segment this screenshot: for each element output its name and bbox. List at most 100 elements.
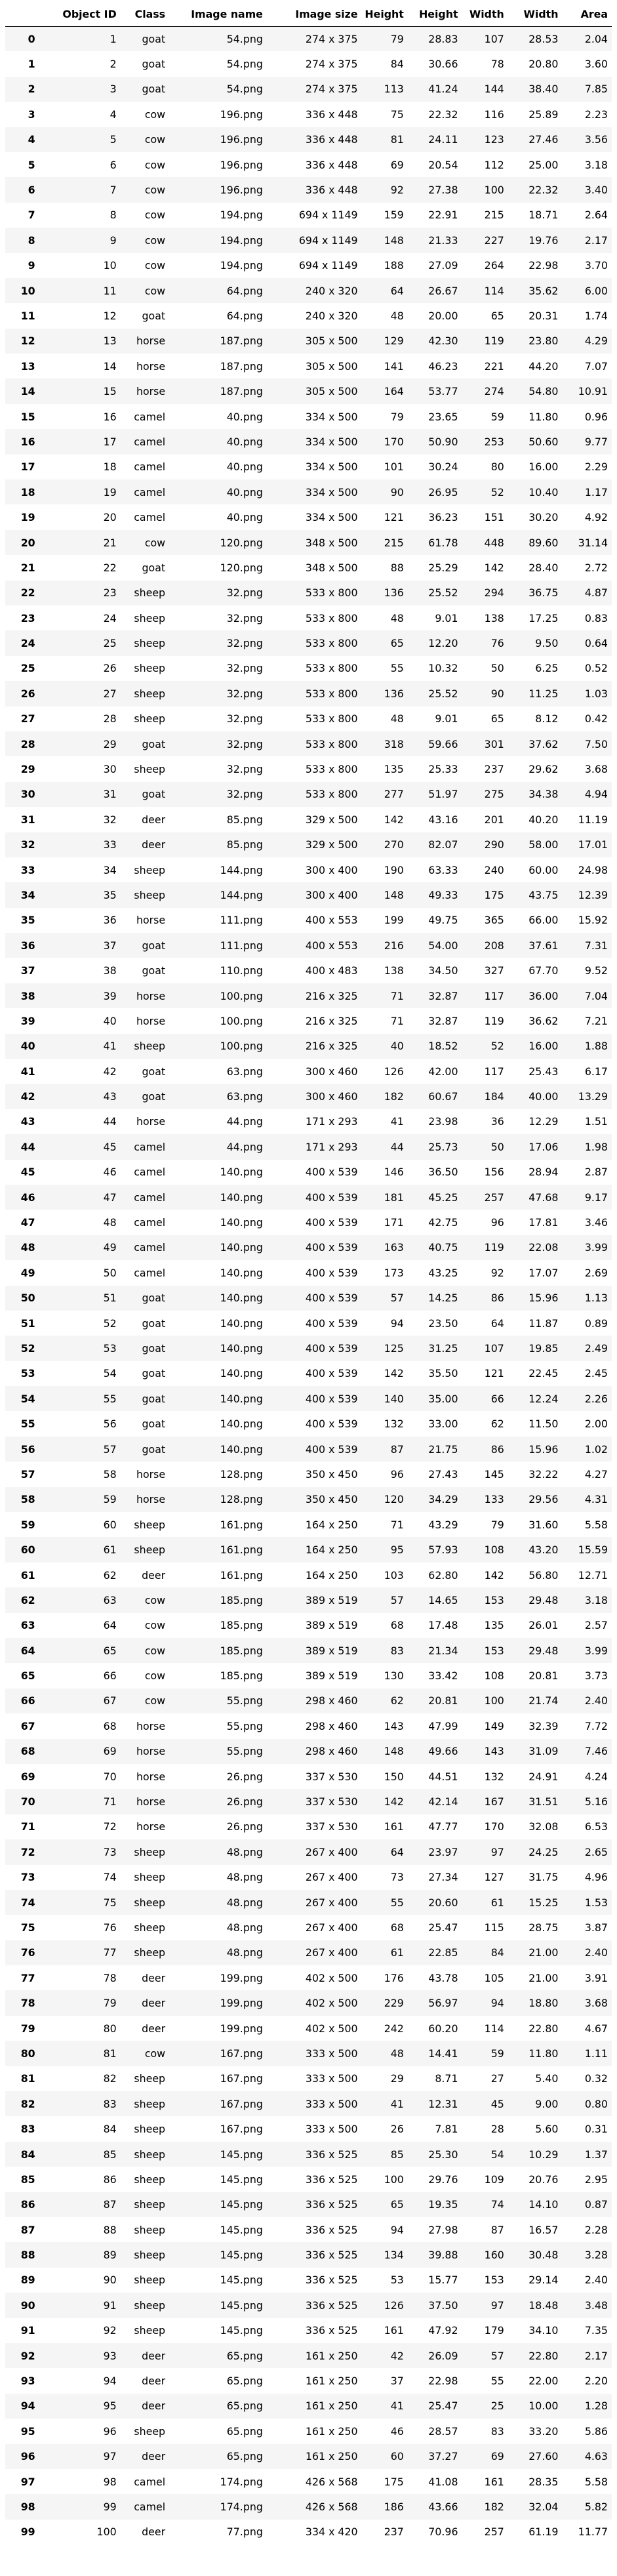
header-row: Object ID Class Image name Image size Height… bbox=[5, 3, 612, 27]
row-index-cell: 54 bbox=[20, 1392, 35, 1405]
table-cell: 27.98 bbox=[428, 2223, 458, 2236]
table-row: 31 32 deer 85.png 329 x 500 142 43.16 201 40.20 1… bbox=[5, 807, 612, 832]
table-cell: 62 bbox=[103, 1568, 117, 1582]
table-cell: 187.png bbox=[220, 359, 263, 373]
table-cell: 0.83 bbox=[584, 611, 608, 624]
table-cell: 55.png bbox=[226, 1694, 263, 1707]
table-cell: 142 bbox=[484, 1568, 504, 1582]
table-cell: 28.94 bbox=[528, 1166, 559, 1179]
table-cell: 40.png bbox=[226, 435, 263, 448]
table-cell: 43.16 bbox=[428, 813, 458, 826]
row-index-cell: 65 bbox=[20, 1669, 35, 1683]
table-row: 22 23 sheep 32.png 533 x 800 136 25.52 294 36.75… bbox=[5, 580, 612, 605]
table-row: 58 59 horse 128.png 350 x 450 120 34.29 133 29.5… bbox=[5, 1486, 612, 1513]
table-cell: 85 bbox=[103, 2148, 117, 2161]
table-cell: 48.png bbox=[226, 1896, 263, 1909]
table-cell: 47.99 bbox=[428, 1719, 458, 1732]
table-cell: deer bbox=[142, 2375, 166, 2388]
row-index-cell: 95 bbox=[20, 2424, 35, 2438]
table-cell: 69 bbox=[103, 1745, 117, 1758]
table-cell: 15.96 bbox=[528, 1442, 559, 1456]
table-cell: 6.00 bbox=[584, 284, 608, 297]
table-cell: 28.53 bbox=[528, 32, 559, 45]
table-cell: 39 bbox=[103, 989, 117, 1002]
table-cell: 3 bbox=[109, 83, 117, 96]
row-index-cell: 53 bbox=[20, 1367, 35, 1380]
table-cell: 300 x 400 bbox=[305, 888, 358, 901]
table-cell: 2.00 bbox=[584, 1418, 608, 1431]
table-cell: 140.png bbox=[220, 1166, 263, 1179]
table-cell: 119 bbox=[484, 1241, 504, 1254]
table-cell: 56.97 bbox=[428, 1997, 458, 2010]
table-cell: 2.17 bbox=[584, 2349, 608, 2362]
table-cell: 36 bbox=[490, 1115, 504, 1128]
table-cell: 167.png bbox=[220, 2072, 263, 2085]
table-cell: 40.png bbox=[226, 460, 263, 474]
table-cell: goat bbox=[142, 32, 166, 45]
table-cell: 3.99 bbox=[584, 1241, 608, 1254]
table-cell: 69 bbox=[490, 2450, 504, 2463]
table-cell: 145.png bbox=[220, 2173, 263, 2186]
table-cell: 7.81 bbox=[435, 2123, 458, 2136]
table-cell: 348 x 500 bbox=[305, 561, 358, 574]
table-cell: 1.37 bbox=[584, 2148, 608, 2161]
table-cell: 44 bbox=[103, 1115, 117, 1128]
row-index-cell: 50 bbox=[20, 1292, 35, 1305]
table-body: 0 1 goat 54.png 274 x 375 79 28.83 107 28.53 2.04… bbox=[5, 26, 612, 2545]
table-cell: 117 bbox=[484, 1065, 504, 1078]
table-row: 39 40 horse 100.png 216 x 325 71 32.87 119 36.62… bbox=[5, 1008, 612, 1034]
table-cell: 23.80 bbox=[528, 335, 559, 348]
table-cell: 54.png bbox=[226, 58, 263, 71]
table-cell: 2.40 bbox=[584, 1694, 608, 1707]
row-index-cell: 10 bbox=[20, 284, 35, 297]
table-cell: 0.64 bbox=[584, 637, 608, 650]
table-cell: 22.32 bbox=[428, 108, 458, 121]
row-index-cell: 59 bbox=[20, 1518, 35, 1531]
table-cell: 49.66 bbox=[428, 1745, 458, 1758]
table-cell: 2.65 bbox=[584, 1845, 608, 1858]
table-cell: 84 bbox=[103, 2123, 117, 2136]
table-cell: 142 bbox=[384, 813, 404, 826]
table-cell: 6.53 bbox=[584, 1820, 608, 1833]
table-cell: 10.91 bbox=[578, 385, 608, 398]
table-cell: 11.77 bbox=[578, 2525, 608, 2539]
table-cell: 140.png bbox=[220, 1418, 263, 1431]
table-row: 79 80 deer 199.png 402 x 500 242 60.20 114 22.80… bbox=[5, 2015, 612, 2041]
table-cell: 20.81 bbox=[428, 1694, 458, 1707]
table-cell: 336 x 448 bbox=[305, 158, 358, 171]
table-cell: 389 x 519 bbox=[305, 1669, 358, 1683]
table-cell: 694 x 1149 bbox=[298, 234, 358, 247]
table-cell: 100 bbox=[484, 184, 504, 197]
table-cell: camel bbox=[134, 1216, 166, 1229]
table-cell: camel bbox=[134, 410, 166, 423]
table-cell: 26.95 bbox=[428, 485, 458, 499]
table-row: 56 57 goat 140.png 400 x 539 87 21.75 86 15.96 1.… bbox=[5, 1436, 612, 1462]
table-cell: 47.77 bbox=[428, 1820, 458, 1833]
table-cell: 16.00 bbox=[528, 1040, 559, 1053]
table-cell: 43.78 bbox=[428, 1971, 458, 1984]
table-cell: 3.91 bbox=[584, 1971, 608, 1984]
table-cell: 237 bbox=[384, 2525, 404, 2539]
table-cell: 7.72 bbox=[584, 1719, 608, 1732]
table-cell: 23.98 bbox=[428, 1115, 458, 1128]
table-cell: 22.98 bbox=[428, 2375, 458, 2388]
table-cell: 103 bbox=[384, 1568, 404, 1582]
table-cell: 32.png bbox=[226, 763, 263, 776]
table-row: 49 50 camel 140.png 400 x 539 173 43.25 92 17.07… bbox=[5, 1260, 612, 1286]
table-cell: 59 bbox=[490, 410, 504, 423]
column-header: Width bbox=[508, 3, 563, 27]
table-cell: 27.38 bbox=[428, 184, 458, 197]
table-cell: 57 bbox=[103, 1442, 117, 1456]
table-cell: 94 bbox=[490, 1997, 504, 2010]
table-cell: 44.png bbox=[226, 1115, 263, 1128]
table-cell: 88 bbox=[390, 561, 404, 574]
table-cell: 32.png bbox=[226, 611, 263, 624]
table-cell: 45 bbox=[103, 1140, 117, 1153]
table-cell: 185.png bbox=[220, 1593, 263, 1606]
table-cell: 120 bbox=[384, 1493, 404, 1506]
table-cell: 199 bbox=[384, 914, 404, 927]
table-cell: 37.50 bbox=[428, 2299, 458, 2312]
table-cell: 100.png bbox=[220, 989, 263, 1002]
table-cell: 27 bbox=[490, 2072, 504, 2085]
table-row: 84 85 sheep 145.png 336 x 525 85 25.30 54 10.29 1… bbox=[5, 2141, 612, 2167]
